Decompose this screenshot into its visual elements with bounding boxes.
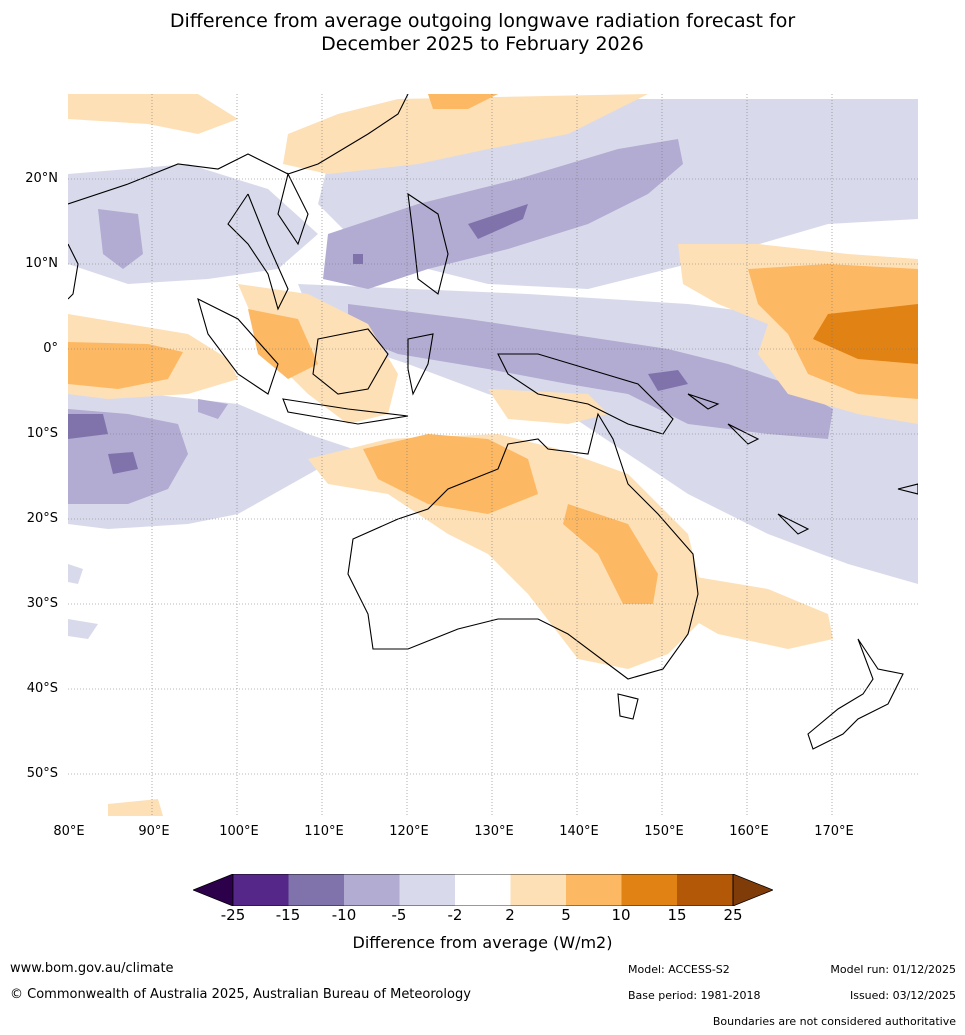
lon-label-100e: 100°E — [219, 824, 259, 839]
colorbar-extend-high — [732, 873, 775, 907]
colorbar-swatch-1 — [233, 874, 289, 906]
colorbar — [191, 873, 775, 907]
lat-label-30s: 30°S — [26, 596, 58, 611]
issued-date: Issued: 03/12/2025 — [849, 989, 956, 1002]
anomaly-dark-purple-areas — [68, 204, 688, 474]
colorbar-swatch-8 — [621, 874, 677, 906]
colorbar-swatch-7 — [566, 874, 622, 906]
boundaries-disclaimer: Boundaries are not considered authoritat… — [712, 1015, 956, 1028]
lon-label-160e: 160°E — [729, 824, 769, 839]
lat-label-50s: 50°S — [26, 766, 58, 781]
lat-label-20n: 20°N — [25, 171, 58, 186]
graticule — [68, 94, 918, 816]
colorbar-swatch-6 — [510, 874, 566, 906]
lat-label-20s: 20°S — [26, 511, 58, 526]
colorbar-tick: -2 — [447, 906, 463, 924]
colorbar-extend-low — [191, 873, 234, 907]
lon-label-170e: 170°E — [814, 824, 854, 839]
colorbar-label: Difference from average (W/m2) — [352, 933, 613, 952]
colorbar-swatch-9 — [677, 874, 733, 906]
colorbar-tick: 25 — [723, 906, 743, 924]
website-link[interactable]: www.bom.gov.au/climate — [10, 961, 174, 976]
lon-label-130e: 130°E — [474, 824, 514, 839]
colorbar-swatch-2 — [288, 874, 344, 906]
lat-label-40s: 40°S — [26, 681, 58, 696]
colorbar-tick: -25 — [220, 906, 246, 924]
lon-label-80e: 80°E — [53, 824, 85, 839]
colorbar-tick: -10 — [331, 906, 357, 924]
title-line-2: December 2025 to February 2026 — [321, 33, 644, 55]
lon-label-150e: 150°E — [644, 824, 684, 839]
colorbar-swatch-5 — [455, 874, 511, 906]
title-line-1: Difference from average outgoing longwav… — [169, 10, 796, 32]
colorbar-tick: -5 — [391, 906, 407, 924]
copyright-text: © Commonwealth of Australia 2025, Austra… — [10, 987, 471, 1002]
colorbar-tick: 2 — [505, 906, 515, 924]
colorbar-swatch-3 — [344, 874, 400, 906]
colorbar-swatch-4 — [399, 874, 455, 906]
lon-label-140e: 140°E — [559, 824, 599, 839]
coastlines — [68, 94, 918, 750]
olr-anomaly-map — [68, 94, 918, 816]
lat-label-10n: 10°N — [25, 256, 58, 271]
colorbar-tick: 10 — [611, 906, 631, 924]
model-name: Model: ACCESS-S2 — [628, 963, 730, 976]
base-period: Base period: 1981-2018 — [628, 989, 761, 1002]
lon-label-90e: 90°E — [138, 824, 170, 839]
colorbar-tick: 15 — [667, 906, 687, 924]
lat-label-0: 0° — [43, 341, 58, 356]
colorbar-tick: 5 — [561, 906, 571, 924]
model-run-date: Model run: 01/12/2025 — [830, 963, 956, 976]
lat-label-10s: 10°S — [26, 426, 58, 441]
lon-label-120e: 120°E — [389, 824, 429, 839]
lon-label-110e: 110°E — [304, 824, 344, 839]
colorbar-tick: -15 — [275, 906, 301, 924]
map-title: Difference from average outgoing longwav… — [0, 10, 965, 56]
